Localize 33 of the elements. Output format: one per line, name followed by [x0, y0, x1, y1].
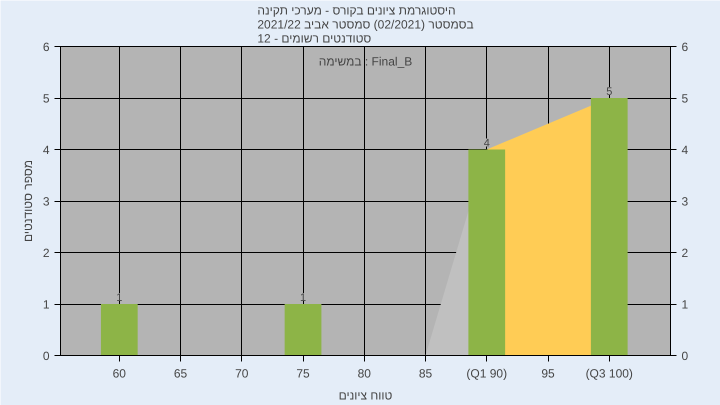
- x-axis-title: טווח ציונים: [338, 388, 393, 402]
- y2-tick-label: 6: [682, 40, 688, 54]
- y2-tick-label: 2: [682, 246, 688, 260]
- bar: [100, 304, 138, 356]
- x-tick-label: 70: [235, 366, 249, 380]
- x-tick-label: (Q1 90): [466, 366, 508, 380]
- x-tick-label: 95: [541, 366, 556, 380]
- chart-title: היסטוגרמת ציונים בקורס - מערכי תקינה בסמסטר (02/2021) סמסטר אביב 2021/22 סטודנטים רשומים - 12: [257, 4, 474, 46]
- data-label: 5: [606, 86, 612, 98]
- x-tick-label: 60: [112, 366, 126, 380]
- y-tick-label: 1: [42, 298, 50, 312]
- data-label: 1: [116, 292, 122, 304]
- y2-tick-label: 4: [682, 143, 688, 157]
- y2-tick-label: 5: [682, 92, 688, 106]
- x-tick-label: (Q3 100): [586, 366, 633, 380]
- bar: [284, 304, 322, 356]
- y-tick-label: 0: [42, 349, 50, 363]
- y-tick-label: 3: [42, 194, 50, 208]
- y2-tick-label: 3: [682, 194, 688, 208]
- y-tick-label: 4: [42, 143, 50, 157]
- x-tick-label: 75: [296, 366, 310, 380]
- y-axis-title: מספר סטודנטים: [20, 160, 35, 242]
- y2-tick-label: 0: [682, 349, 688, 363]
- annotation: במשימה : Final_B: [318, 54, 412, 68]
- y-tick-label: 2: [42, 246, 50, 260]
- y2-tick-label: 1: [682, 298, 688, 312]
- data-label: 1: [300, 292, 306, 304]
- x-tick-label: 85: [418, 366, 433, 380]
- x-tick-label: 80: [358, 366, 372, 380]
- data-label: 4: [484, 138, 490, 150]
- y-tick-label: 6: [42, 40, 50, 54]
- x-tick-label: 65: [174, 366, 188, 380]
- y-tick-label: 5: [42, 92, 50, 106]
